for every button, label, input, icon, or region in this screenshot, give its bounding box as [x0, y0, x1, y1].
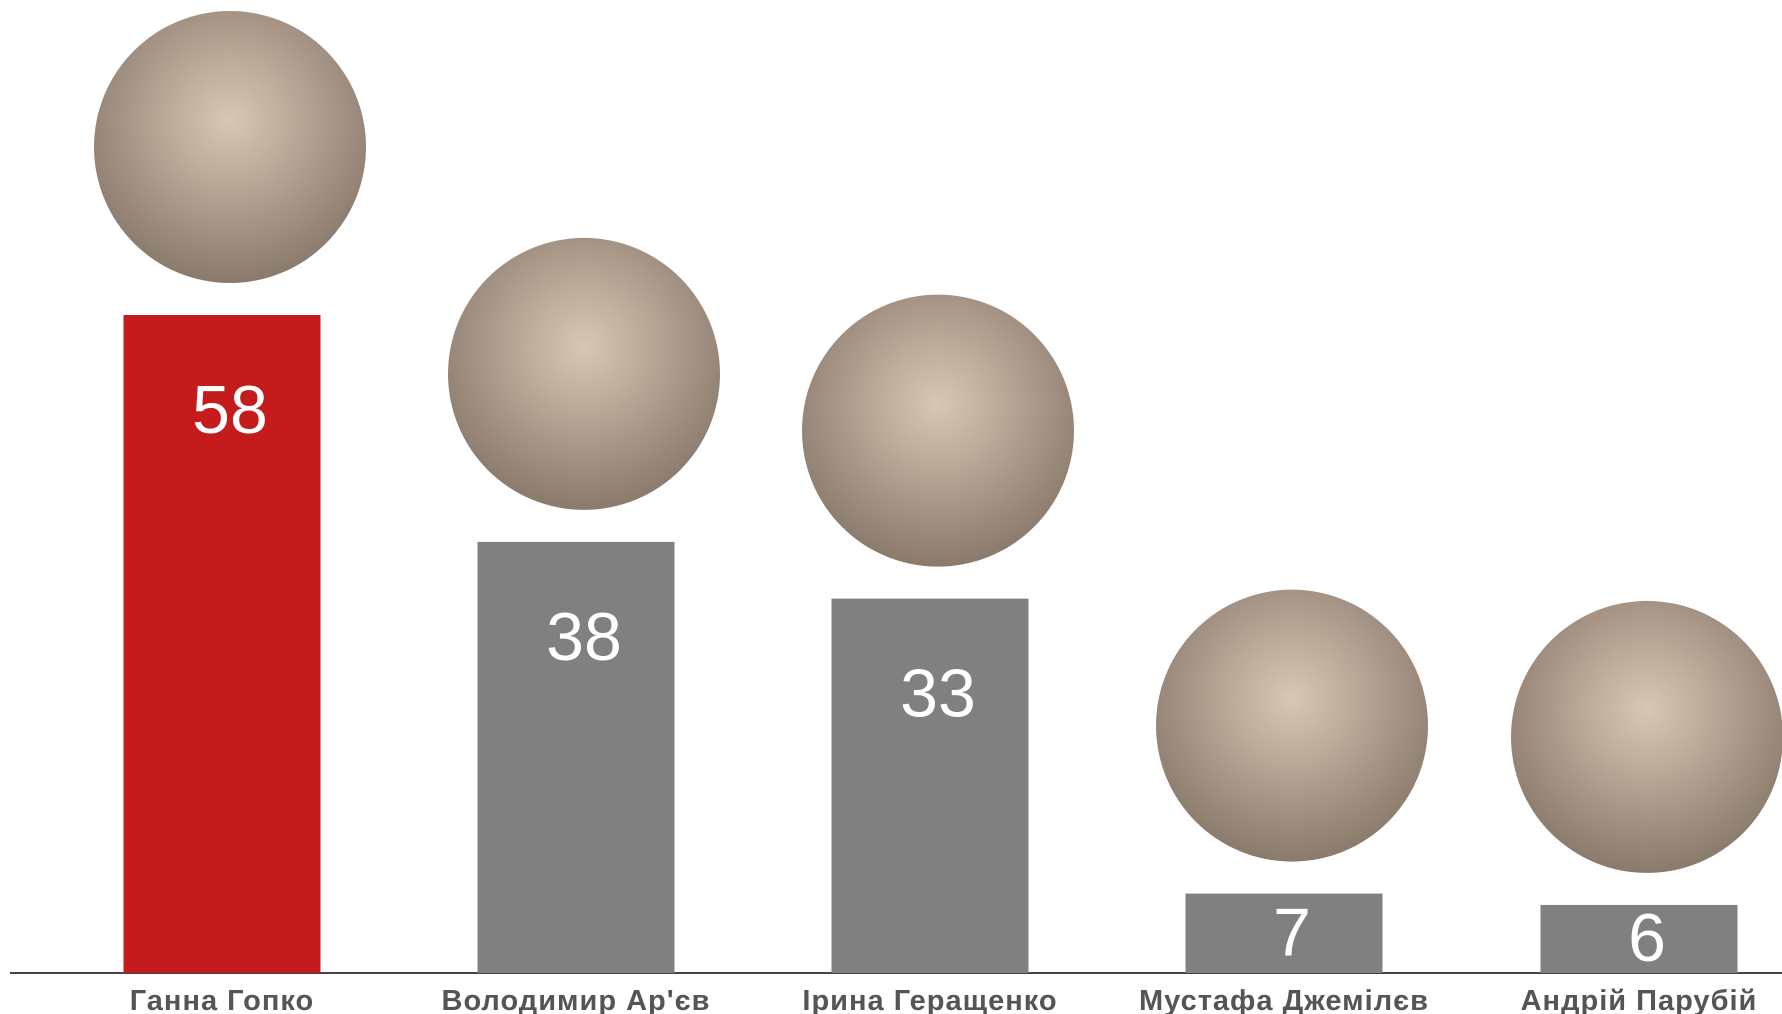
category-label: Ганна Гопко: [130, 985, 314, 1014]
bar: [1540, 904, 1738, 973]
category-label: Володимир Ар'єв: [442, 985, 711, 1014]
value-label: 6: [1628, 900, 1666, 976]
category-label: Мустафа Джемілєв: [1139, 985, 1429, 1014]
portrait-photo: [802, 294, 1074, 567]
value-label: 58: [192, 372, 268, 448]
category-label: Андрій Парубій: [1521, 985, 1758, 1014]
bar: [1185, 893, 1383, 973]
portrait-photo: [94, 11, 366, 283]
bar: [831, 598, 1029, 973]
value-label: 38: [546, 599, 622, 675]
value-label: 33: [900, 656, 976, 732]
category-label: Ірина Геращенко: [802, 985, 1057, 1014]
portrait-photo: [448, 237, 720, 510]
portrait-photo: [1156, 589, 1428, 862]
bar: [477, 541, 675, 973]
bar: [123, 315, 321, 973]
value-label: 7: [1273, 894, 1311, 970]
portrait-photo: [1511, 600, 1782, 873]
